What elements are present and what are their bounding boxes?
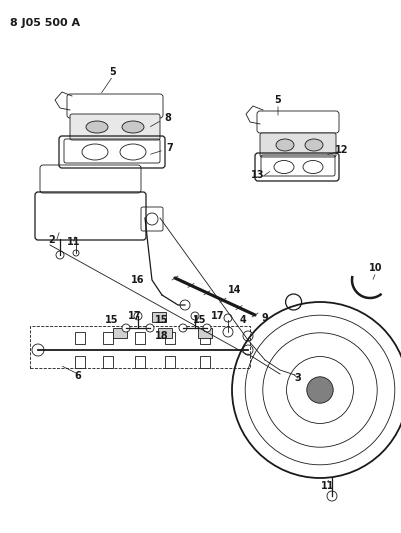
Bar	[75, 356, 85, 368]
Bar	[152, 312, 166, 322]
Text: 6: 6	[75, 371, 81, 381]
Bar	[103, 356, 113, 368]
Text: 15: 15	[155, 315, 168, 325]
FancyBboxPatch shape	[70, 114, 160, 140]
Bar	[200, 332, 209, 344]
Bar	[75, 332, 85, 344]
Circle shape	[146, 324, 154, 332]
Circle shape	[134, 312, 142, 320]
Bar	[198, 328, 211, 338]
Text: 12: 12	[334, 145, 348, 155]
Bar	[103, 332, 113, 344]
Text: 7: 7	[166, 143, 173, 153]
FancyBboxPatch shape	[259, 133, 335, 157]
Bar	[164, 356, 174, 368]
Text: 9: 9	[261, 313, 268, 323]
Text: 5: 5	[274, 95, 281, 105]
Text: 8: 8	[164, 113, 171, 123]
Text: 17: 17	[211, 311, 224, 321]
Bar	[135, 356, 145, 368]
Ellipse shape	[275, 139, 293, 151]
Text: 16: 16	[131, 275, 144, 285]
Circle shape	[306, 377, 332, 403]
Circle shape	[190, 312, 198, 320]
Text: 4: 4	[239, 315, 246, 325]
Text: 18: 18	[155, 331, 168, 341]
Text: 14: 14	[228, 285, 241, 295]
Circle shape	[203, 324, 211, 332]
Bar	[135, 332, 145, 344]
Text: 2: 2	[49, 235, 55, 245]
Circle shape	[223, 314, 231, 322]
Ellipse shape	[86, 121, 108, 133]
Text: 13: 13	[251, 170, 264, 180]
Bar	[164, 332, 174, 344]
Bar	[200, 356, 209, 368]
Circle shape	[122, 324, 130, 332]
Bar	[158, 328, 172, 338]
Text: 17: 17	[128, 311, 142, 321]
Text: 11: 11	[67, 237, 81, 247]
Text: 3: 3	[294, 373, 301, 383]
Ellipse shape	[122, 121, 144, 133]
Text: 5: 5	[109, 67, 116, 77]
Bar	[30, 326, 249, 368]
Text: 15: 15	[105, 315, 118, 325]
Text: 8 J05 500 A: 8 J05 500 A	[10, 18, 80, 28]
Text: 10: 10	[369, 263, 382, 273]
Bar	[113, 328, 127, 338]
Text: 11: 11	[320, 481, 334, 491]
Ellipse shape	[304, 139, 322, 151]
Text: 15: 15	[193, 315, 206, 325]
Circle shape	[178, 324, 186, 332]
